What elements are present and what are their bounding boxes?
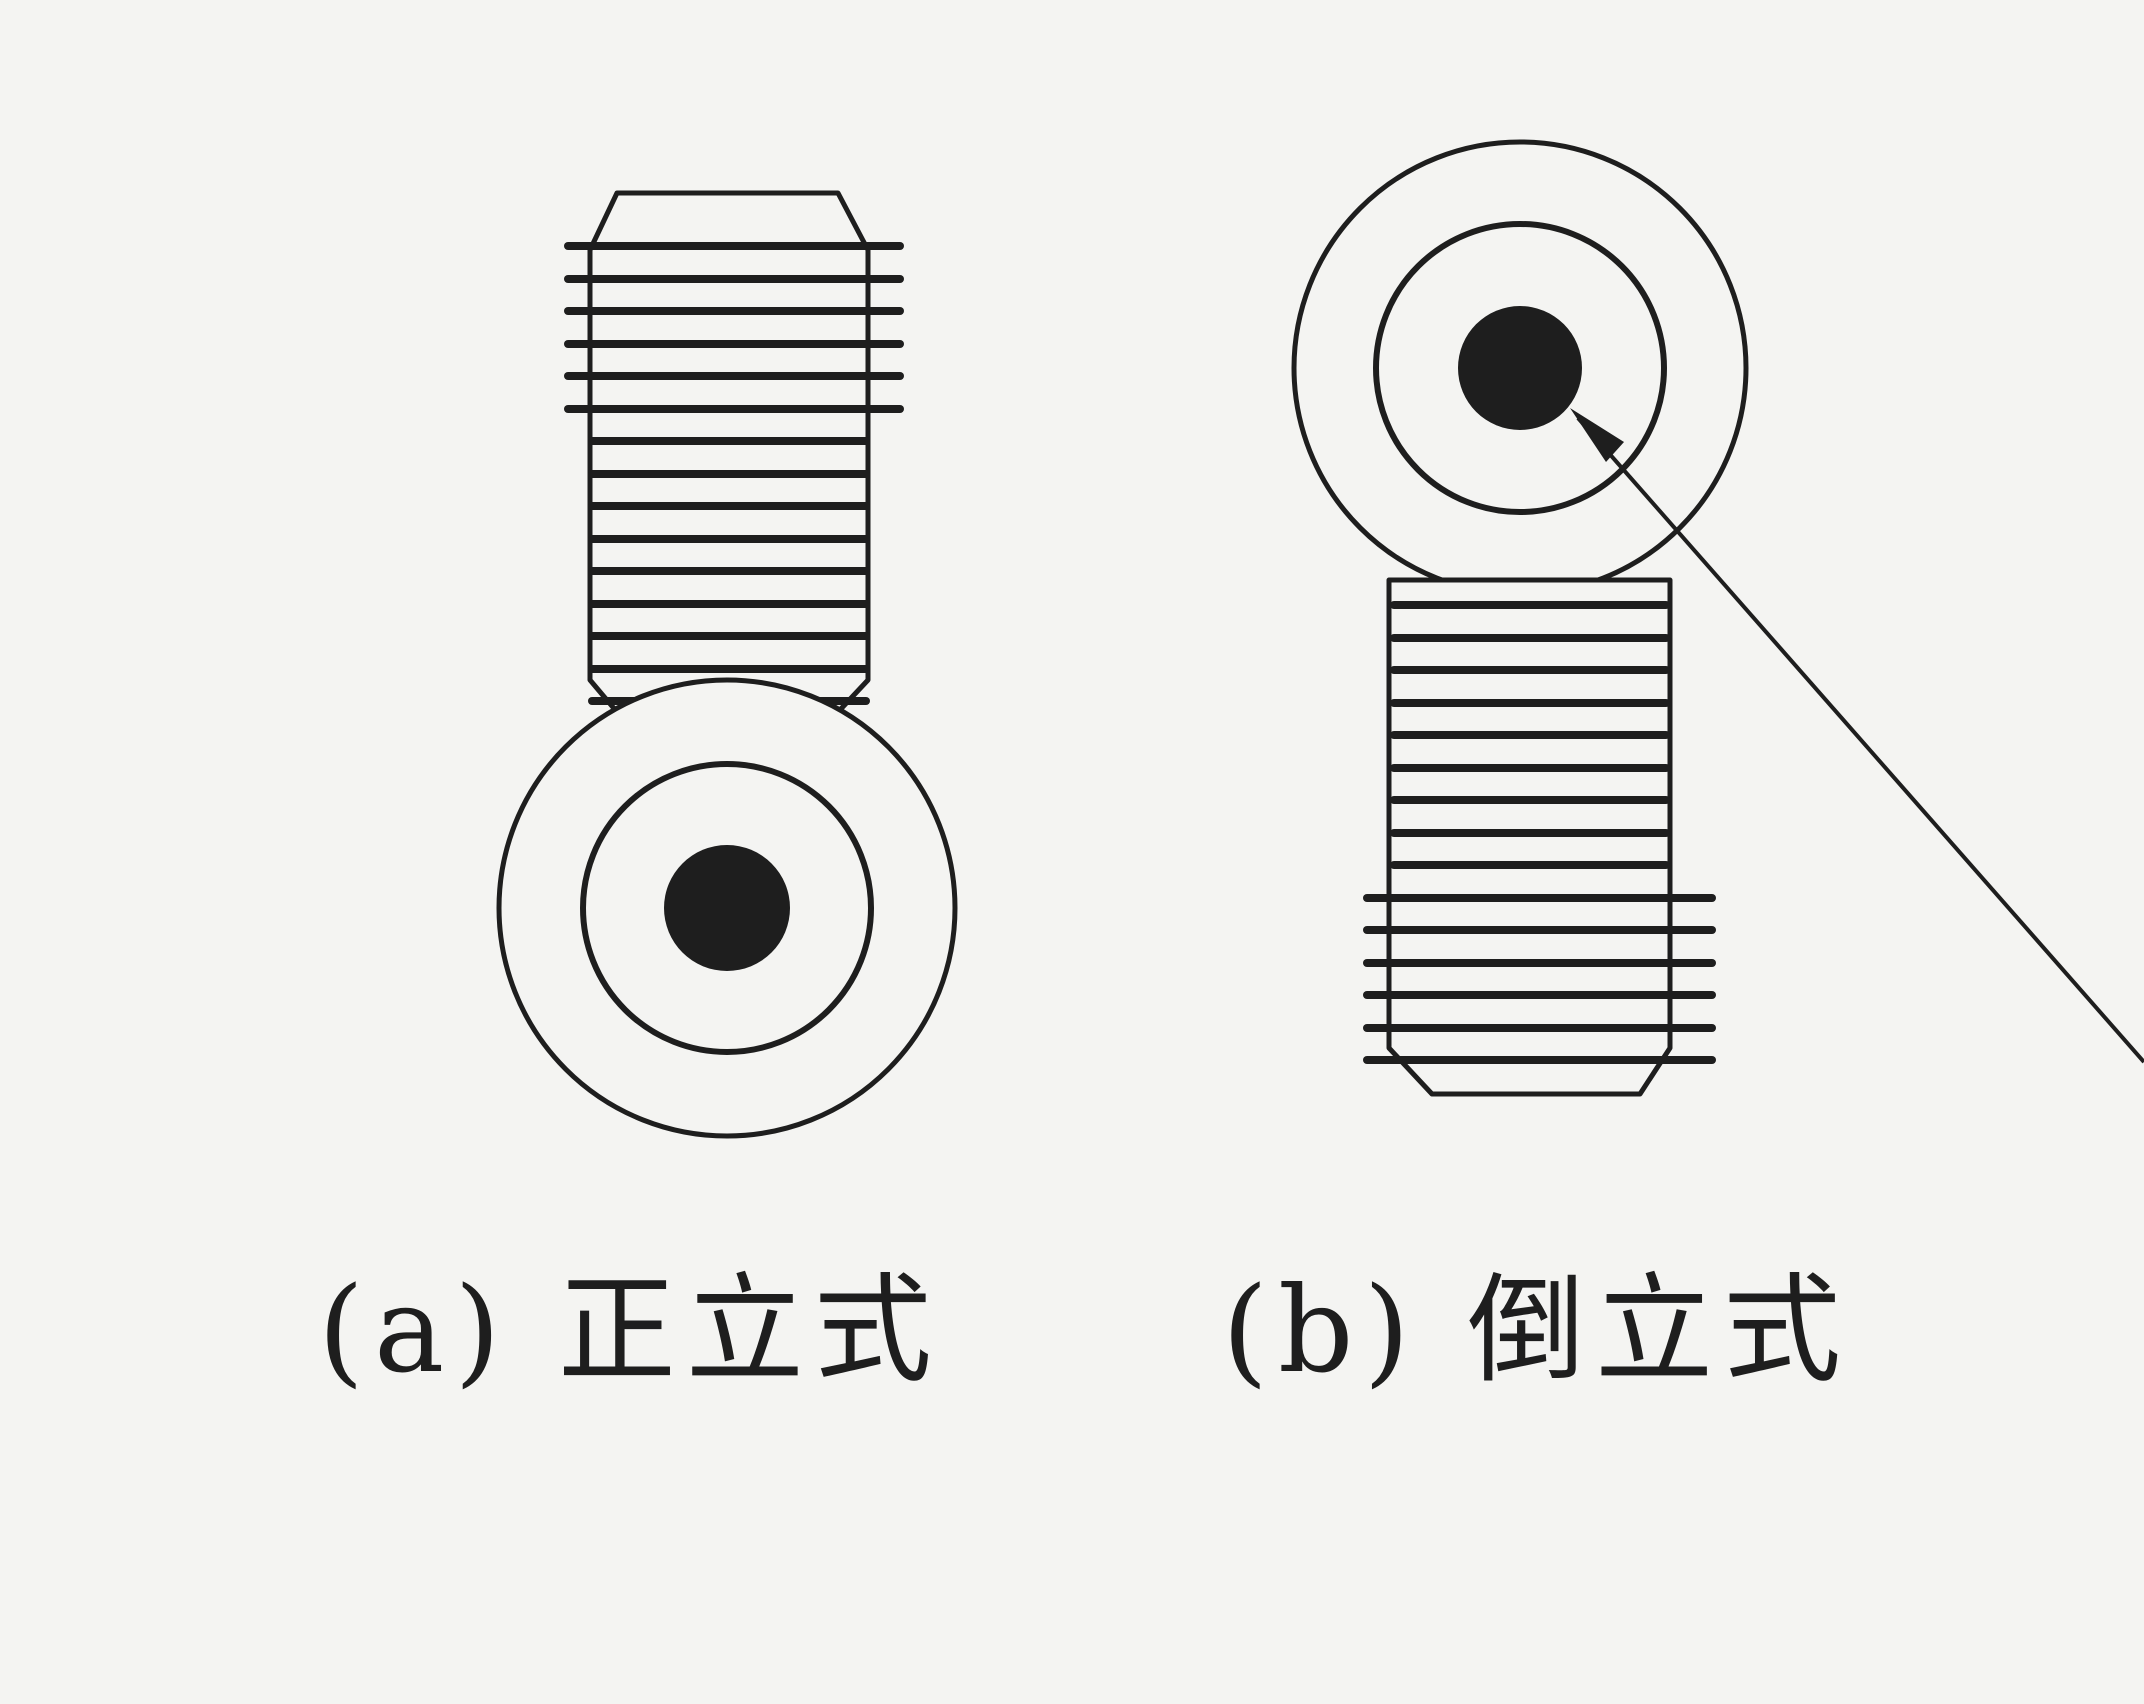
panel-b-bushing-core-dot [1458, 306, 1582, 430]
panel-b-winding-lines [1363, 601, 1716, 1064]
panel-b-bushing [1291, 139, 1749, 597]
panel-a-bushing-core-dot [664, 845, 790, 971]
panel-a-winding-lines [564, 242, 904, 705]
panel-a-upright [496, 190, 958, 1139]
caption-b: (b) 倒立式 [1222, 1261, 1852, 1399]
panel-b-inverted [1291, 139, 2144, 1097]
caption-a: (a) 正立式 [318, 1261, 942, 1399]
panel-a-bushing-inner-ring [580, 761, 874, 1055]
panel-a-bushing [496, 677, 958, 1139]
panel-b-leader-line [1576, 416, 2144, 1064]
panel-b-leader-arrow [1570, 408, 1624, 462]
panel-b-bushing-inner-ring [1373, 221, 1667, 515]
